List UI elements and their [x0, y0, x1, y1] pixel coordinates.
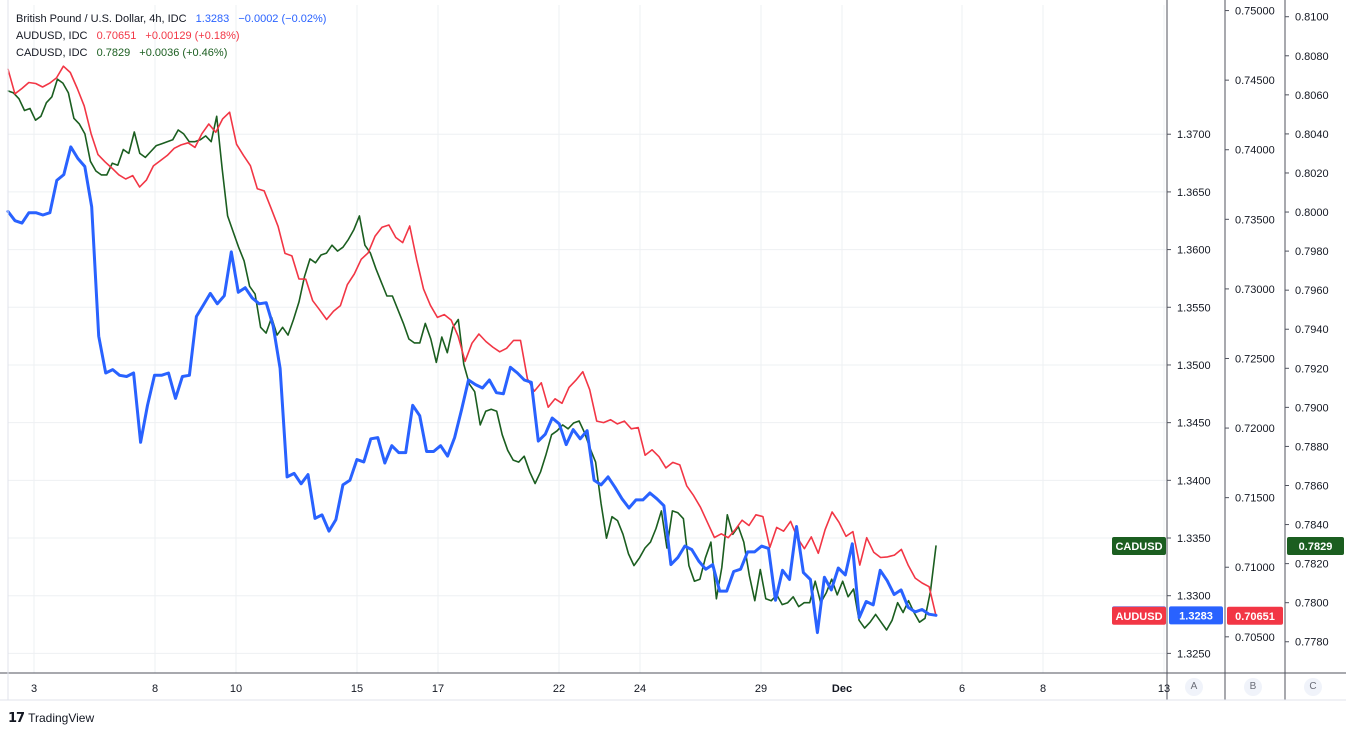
last-price-value: 0.7829 [1299, 541, 1333, 553]
legend-row-gbpusd[interactable]: British Pound / U.S. Dollar, 4h, IDC 1.3… [16, 11, 326, 28]
time-axis-label[interactable]: 6 [959, 683, 965, 695]
legend-row-audusd[interactable]: AUDUSD, IDC 0.70651 +0.00129 (+0.18%) [16, 28, 326, 45]
legend-name-cadusd: CADUSD, IDC [16, 47, 88, 59]
axis-c-tick-label: 0.7880 [1295, 441, 1329, 453]
time-axis-label[interactable]: 22 [553, 683, 565, 695]
time-axis-label[interactable]: 17 [432, 683, 444, 695]
axis-b-tick-label: 0.73000 [1235, 284, 1275, 296]
legend-name-audusd: AUDUSD, IDC [16, 30, 88, 42]
axis-b-tick-label: 0.70500 [1235, 632, 1275, 644]
axis-c-tick-label: 0.7820 [1295, 559, 1329, 571]
scale-c-button[interactable]: C [1304, 678, 1322, 696]
axis-b-tick-label: 0.72500 [1235, 353, 1275, 365]
legend-name-gbpusd: British Pound / U.S. Dollar, 4h, IDC [16, 13, 187, 25]
axis-c-tick-label: 0.7900 [1295, 402, 1329, 414]
axes-layer: 1.3700 1.3650 1.3600 1.3550 1.3500 1.3450 1.34… [0, 0, 1346, 701]
axis-c-tick-label: 0.8060 [1295, 90, 1329, 102]
time-axis-label[interactable]: 3 [31, 683, 37, 695]
legend-last-cadusd: 0.7829 [96, 47, 131, 59]
axis-b-tick-label: 0.74000 [1235, 145, 1275, 157]
grid-lines [8, 5, 1166, 673]
axis-b-tick-label: 0.71000 [1235, 562, 1275, 574]
last-price-label-cadusd[interactable]: 0.7829 CADUSD [1112, 537, 1344, 556]
axis-b-tick-label: 0.71500 [1235, 493, 1275, 505]
axis-b-tick-label: 0.73500 [1235, 214, 1275, 226]
axis-c-tick-label: 0.7800 [1295, 598, 1329, 610]
last-price-value: 1.3283 [1179, 610, 1213, 622]
axis-c-tick-label: 0.7780 [1295, 637, 1329, 649]
last-price-label-audusd[interactable]: 0.70651 AUDUSD [1112, 606, 1283, 625]
axis-b-tick-label: 0.75000 [1235, 6, 1275, 18]
axis-c-tick-label: 0.7940 [1295, 324, 1329, 336]
time-axis-label[interactable]: Dec [832, 683, 852, 695]
legend-change-gbpusd: −0.0002 (−0.02%) [238, 13, 327, 25]
pair-tag-label: CADUSD [1115, 541, 1162, 553]
pair-tag-bg [1112, 606, 1166, 625]
axis-a-tick-label: 1.3300 [1177, 591, 1211, 603]
legend-change-audusd: +0.00129 (+0.18%) [145, 30, 240, 42]
axis-a-tick-label: 1.3650 [1177, 187, 1211, 199]
last-price-bg [1169, 606, 1223, 625]
axis-a-tick-label: 1.3700 [1177, 129, 1211, 141]
axis-c-tick-label: 0.7980 [1295, 246, 1329, 258]
axis-c-tick-label: 0.7960 [1295, 285, 1329, 297]
series-line-gbpusd [6, 145, 938, 635]
tradingview-logo-icon: 𝟭𝟳 [8, 710, 25, 725]
series-layer [6, 65, 938, 635]
axis-b-tick-label: 0.74500 [1235, 75, 1275, 87]
axis-c-tick-label: 0.8040 [1295, 129, 1329, 141]
axis-a-tick-label: 1.3600 [1177, 245, 1211, 257]
axis-c-tick-label: 0.7840 [1295, 520, 1329, 532]
time-axis-label[interactable]: 13 [1158, 683, 1170, 695]
legend-last-audusd: 0.70651 [96, 30, 137, 42]
axis-b-tick-label: 0.72000 [1235, 423, 1275, 435]
axis-a-tick-label: 1.3350 [1177, 533, 1211, 545]
time-axis-label[interactable]: 24 [634, 683, 646, 695]
pair-tag-label: AUDUSD [1115, 611, 1162, 623]
scale-a-button[interactable]: A [1185, 678, 1203, 696]
axis-a-tick-label: 1.3250 [1177, 648, 1211, 660]
chart-legend: British Pound / U.S. Dollar, 4h, IDC 1.3… [16, 11, 326, 62]
tradingview-brand[interactable]: 𝟭𝟳 TradingView [8, 710, 94, 726]
brand-label: TradingView [28, 711, 95, 725]
series-line-audusd [7, 65, 937, 617]
axis-a-tick-label: 1.3400 [1177, 475, 1211, 487]
scale-b-button[interactable]: B [1244, 678, 1262, 696]
time-axis-label[interactable]: 10 [230, 683, 242, 695]
time-axis-label[interactable]: 15 [351, 683, 363, 695]
axis-c-tick-label: 0.8100 [1295, 12, 1329, 24]
time-axis-label[interactable]: 8 [1040, 683, 1046, 695]
axis-a-tick-label: 1.3450 [1177, 418, 1211, 430]
axis-c-tick-label: 0.8020 [1295, 168, 1329, 180]
last-price-bg [1287, 537, 1344, 556]
axis-c-tick-label: 0.8000 [1295, 207, 1329, 219]
last-price-bg [1227, 606, 1283, 625]
axis-a-tick-label: 1.3500 [1177, 360, 1211, 372]
axis-c-tick-label: 0.8080 [1295, 51, 1329, 63]
time-axis-label[interactable]: 29 [755, 683, 767, 695]
legend-change-cadusd: +0.0036 (+0.46%) [139, 47, 228, 59]
axis-c-tick-label: 0.7920 [1295, 363, 1329, 375]
legend-row-cadusd[interactable]: CADUSD, IDC 0.7829 +0.0036 (+0.46%) [16, 45, 326, 62]
time-axis[interactable]: 3 8 10 15 17 22 24 29 Dec 6 8 13 [31, 683, 1170, 695]
time-axis-label[interactable]: 8 [152, 683, 158, 695]
pair-tag-bg [1112, 537, 1166, 556]
series-line-cadusd [7, 78, 937, 631]
legend-last-gbpusd: 1.3283 [195, 13, 230, 25]
axis-c-tick-label: 0.7860 [1295, 480, 1329, 492]
axis-a-tick-label: 1.3550 [1177, 302, 1211, 314]
last-price-value: 0.70651 [1235, 611, 1275, 623]
